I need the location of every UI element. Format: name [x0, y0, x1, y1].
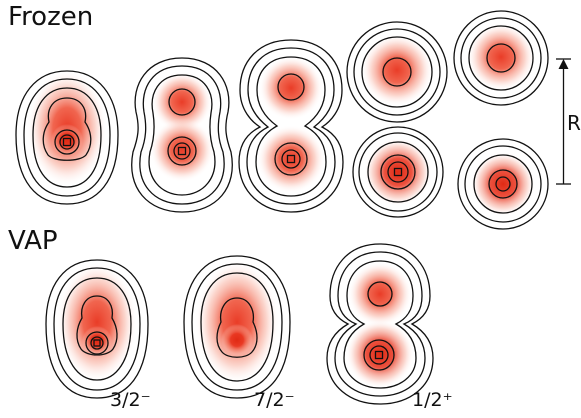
- glow: [467, 23, 535, 91]
- frozen-plot-4-upper: [346, 21, 448, 123]
- contour-lower-2: [369, 345, 389, 365]
- contour-outer: [453, 10, 549, 106]
- contour-core-2: [90, 336, 104, 350]
- glow-lower: [346, 320, 414, 388]
- contour-lower: [363, 339, 395, 371]
- glow: [471, 152, 535, 216]
- contour-outer: [457, 138, 549, 230]
- contour-3: [361, 36, 433, 108]
- core-glow: [221, 324, 253, 356]
- contour-core-3: [93, 339, 101, 347]
- contour-core-2: [59, 134, 75, 150]
- contour-outer: [45, 259, 149, 399]
- glow: [364, 138, 432, 206]
- section-label-vap: VAP: [8, 226, 58, 256]
- contour-lower-2: [173, 142, 191, 160]
- contour-core-1: [54, 129, 80, 155]
- core-glow: [51, 124, 83, 156]
- contour-3: [367, 141, 429, 203]
- contour-2: [246, 47, 336, 205]
- contour-outer: [346, 21, 448, 123]
- contour-5: [495, 176, 511, 192]
- vap-plot-2: [183, 255, 291, 399]
- contour-lower: [167, 136, 197, 166]
- vap-plot-1: [45, 259, 149, 399]
- contour-2: [139, 65, 225, 205]
- arrow-head: [558, 59, 569, 69]
- contour-upper: [367, 281, 393, 307]
- state-label-2: 7/2⁻: [254, 389, 295, 411]
- contour-lower-3: [374, 350, 384, 360]
- contour-3: [148, 74, 216, 196]
- contour-2: [191, 263, 283, 391]
- contour-4: [380, 154, 416, 190]
- contour-inner: [486, 43, 516, 73]
- frozen-plot-5-upper: [453, 10, 549, 106]
- distance-label: R: [567, 111, 581, 135]
- contour-2: [464, 145, 542, 223]
- frozen-plot-5-lower: [457, 138, 549, 230]
- contour-2: [353, 28, 441, 116]
- contour-3: [255, 56, 327, 197]
- contour-3: [62, 277, 132, 381]
- glow: [361, 34, 433, 106]
- frozen-plot-4-lower: [352, 126, 444, 218]
- glow: [195, 260, 279, 384]
- glow-upper: [348, 262, 412, 326]
- state-label-1: 3/2⁻: [110, 389, 151, 411]
- contour-3: [200, 272, 274, 382]
- contour-inner: [42, 97, 92, 161]
- contour-core: [393, 167, 403, 177]
- contour-2: [460, 17, 542, 99]
- contour-outer: [131, 57, 233, 213]
- contour-outer: [326, 243, 434, 405]
- frozen-plot-1: [15, 70, 119, 205]
- contour-inner: [216, 297, 258, 358]
- section-label-frozen: Frozen: [8, 2, 94, 32]
- contour-lower-2: [281, 149, 301, 169]
- contour-outer: [15, 70, 119, 205]
- contour-3: [468, 25, 534, 91]
- glow: [57, 262, 137, 382]
- contour-lower: [274, 142, 308, 176]
- contour-2: [358, 132, 438, 212]
- contour-upper: [277, 73, 305, 101]
- contour-2: [53, 267, 141, 391]
- contour-inner: [382, 57, 412, 87]
- contour-3: [473, 154, 533, 214]
- contour-4: [488, 169, 518, 199]
- contour-3: [32, 87, 102, 188]
- contour-5: [387, 161, 409, 183]
- contour-outer: [352, 126, 444, 218]
- contour-2: [334, 251, 426, 397]
- contour-3: [343, 260, 417, 389]
- contour-lower-3: [286, 154, 296, 164]
- glow-upper: [259, 56, 323, 120]
- contour-lower-3: [177, 146, 187, 156]
- state-label-3: 1/2⁺: [412, 389, 453, 411]
- glow-lower: [257, 125, 325, 193]
- frozen-plot-3: [238, 39, 344, 213]
- glow-upper: [152, 72, 212, 132]
- contour-outer: [238, 39, 344, 213]
- core-glow: [82, 326, 112, 356]
- contour-outer: [183, 255, 291, 399]
- contour-2: [23, 78, 111, 197]
- frozen-plot-2: [131, 57, 233, 213]
- vap-plot-3: [326, 243, 434, 405]
- contour-upper: [168, 88, 196, 116]
- glow-lower: [150, 118, 214, 182]
- contour-core-3: [62, 137, 72, 147]
- contour-core-1: [85, 331, 109, 355]
- distance-arrow: [556, 58, 571, 185]
